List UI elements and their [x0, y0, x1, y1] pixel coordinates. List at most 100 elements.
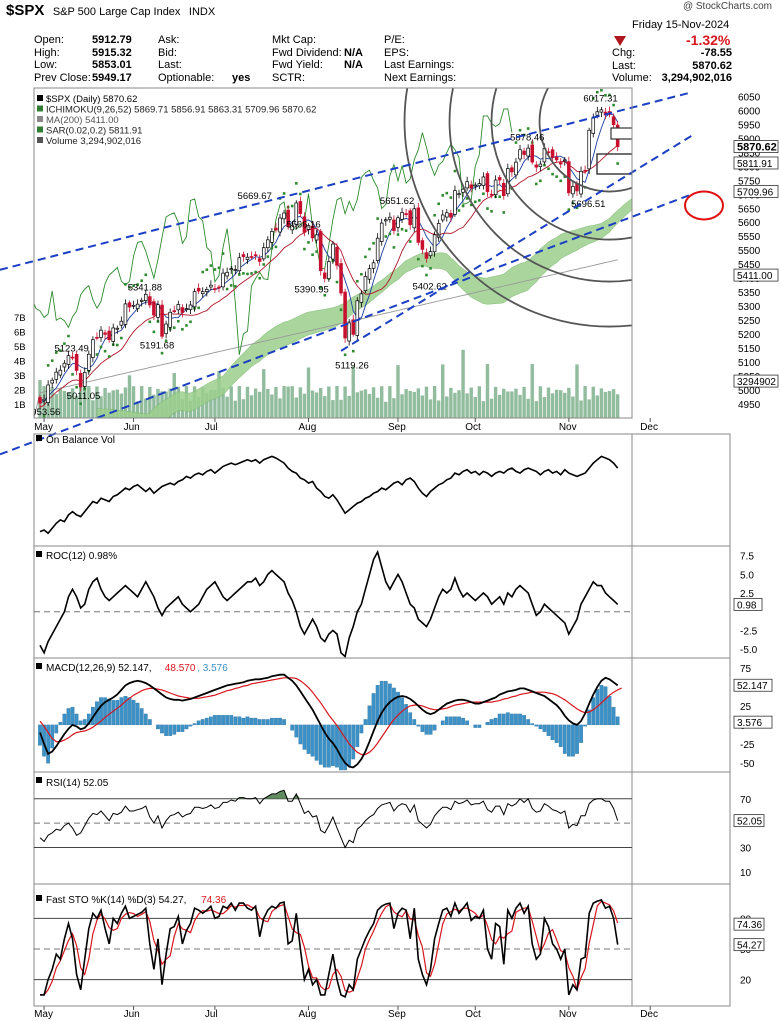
sar-dot: [591, 97, 595, 100]
sar-dot: [555, 175, 558, 178]
roc-tick: 7.5: [740, 552, 754, 563]
volume-bar: [420, 395, 425, 418]
candle-body: [245, 256, 250, 260]
candle-body: [115, 327, 120, 330]
macd-hist-bar: [375, 685, 380, 726]
sar-dot: [408, 240, 412, 243]
macd-hist-bar: [392, 687, 396, 726]
volume-bar: [58, 389, 63, 418]
roc-panel-frame: [33, 545, 731, 659]
volume-bar: [66, 392, 71, 418]
rsi-tag: [733, 814, 765, 828]
sto-title-part: Fast STO %K(14) %D(3) 54.27,: [46, 895, 186, 906]
volume-bar: [473, 397, 477, 418]
quote-date: Friday 15-Nov-2024: [632, 19, 730, 31]
macd-hist-bar: [575, 724, 579, 754]
macd-hist-bar: [147, 719, 152, 726]
macd-hist-bar: [99, 697, 103, 726]
fields-label-2: Low:: [34, 59, 58, 71]
obv-line: [39, 455, 619, 535]
macd-hist-bar: [66, 708, 71, 726]
macd-hist-bar: [119, 697, 124, 726]
sar-dot: [221, 252, 225, 255]
macd-signal-line: [39, 677, 622, 756]
candle-body: [522, 150, 526, 155]
sto-title-part: 74.36: [201, 895, 226, 906]
fields2-label-1: Bid:: [158, 46, 177, 59]
candle-body: [91, 339, 95, 358]
sar-dot: [376, 217, 379, 220]
sar-dot: [95, 353, 99, 356]
volume-tick: 5B: [14, 342, 26, 353]
volume-bar: [550, 393, 555, 418]
macd-hist-bar: [432, 724, 437, 731]
price-annotation: 5191.68: [140, 340, 174, 351]
month-label: Dec: [640, 422, 658, 433]
volume-bar: [306, 367, 311, 418]
sar-dot: [79, 402, 82, 406]
macd-hist-bar: [322, 724, 327, 768]
fan-arc: [490, 88, 632, 241]
candle-body: [465, 181, 469, 189]
volume-bar: [371, 387, 376, 418]
macd-hist-bar: [217, 715, 221, 726]
volume-bar: [127, 375, 132, 418]
sto-d-line: [40, 900, 619, 996]
sar-dot: [164, 339, 168, 343]
volume-bar: [510, 391, 514, 418]
volume-bar: [323, 396, 327, 418]
sar-dot: [303, 247, 306, 251]
sar-dot: [128, 286, 131, 289]
roc-swatch: [36, 551, 42, 557]
volume-bar: [327, 386, 331, 418]
volume-bar: [432, 386, 437, 418]
sto-panel-frame: [33, 883, 731, 1007]
candle-body: [237, 257, 242, 272]
sar-dot: [262, 263, 266, 266]
macd-hist-bar: [184, 724, 189, 730]
macd-hist-bar: [257, 719, 262, 726]
macd-tick: 75: [740, 664, 752, 675]
kijun-line: [39, 144, 619, 408]
macd-hist-bar: [196, 720, 201, 726]
sto-tag-label: 54.27: [737, 941, 762, 952]
candle-body: [359, 293, 364, 303]
volume-bar: [363, 389, 368, 418]
macd-hist-bar: [440, 720, 445, 726]
volume-bar: [603, 391, 608, 418]
volume-bar: [274, 387, 278, 418]
fields2-label-2: Last:: [158, 59, 182, 71]
volume-bar: [241, 399, 246, 418]
volume-bar: [538, 386, 543, 418]
sar-dot: [315, 250, 318, 253]
candle-body: [192, 291, 197, 308]
sar-dot: [323, 293, 327, 297]
month-label-bottom: Dec: [640, 1009, 658, 1020]
price-tick: 5150: [738, 344, 761, 355]
macd-hist-bar: [473, 724, 478, 728]
macd-hist-bar: [225, 715, 229, 726]
macd-hist-bar: [160, 724, 164, 734]
volume-bar: [123, 387, 128, 418]
sto-tick: 20: [740, 976, 752, 987]
volume-bar: [209, 389, 213, 418]
price-tag-label: 5811.91: [737, 159, 773, 170]
fields3-label-0: Mkt Cap:: [272, 34, 317, 46]
sar-dot: [364, 255, 367, 259]
sar-dot: [120, 336, 123, 340]
fields5-value-2: 3,294,902,016: [661, 72, 732, 84]
sar-dot: [75, 385, 78, 389]
candle-body: [274, 227, 278, 231]
volume-bar: [457, 390, 461, 418]
price-tag: [733, 374, 779, 388]
volume-bar: [599, 388, 604, 418]
sar-dot: [478, 199, 481, 202]
legend-swatch: [37, 105, 43, 112]
candle-body: [510, 167, 514, 173]
macd-title-part: MACD(12,26,9) 52.147,: [46, 663, 152, 674]
candle-body: [327, 261, 331, 280]
sar-dot: [612, 103, 615, 107]
sar-dot: [502, 211, 506, 214]
volume-bar: [331, 400, 335, 418]
candle-body: [54, 371, 59, 380]
